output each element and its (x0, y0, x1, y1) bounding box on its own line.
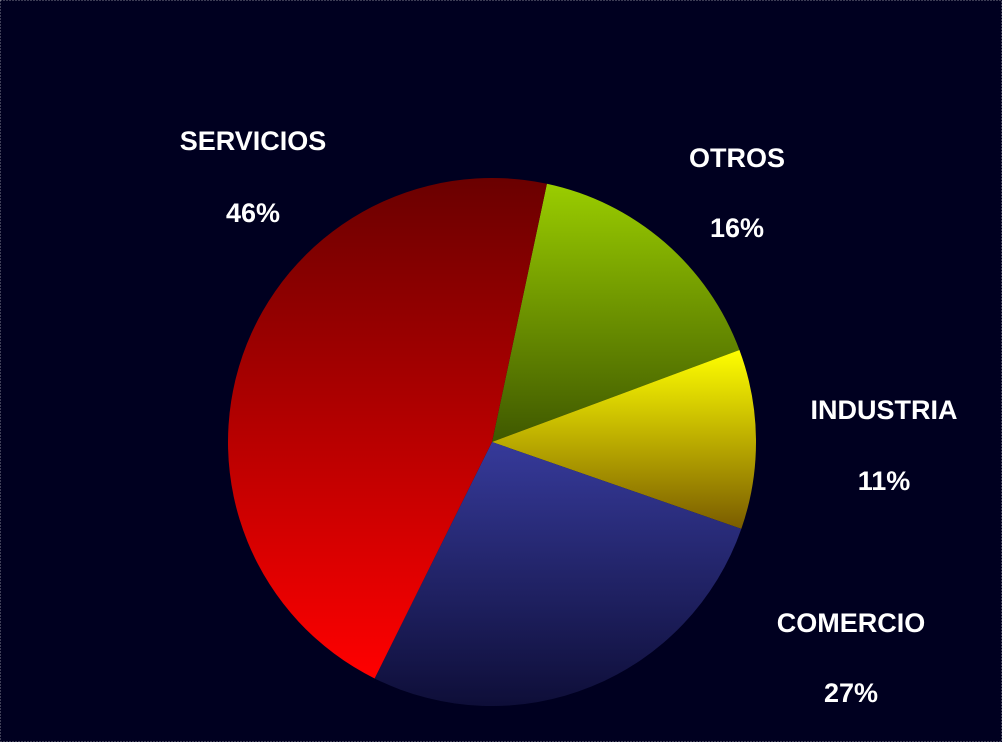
pie-slice (492, 183, 740, 442)
pie-slice (228, 177, 547, 679)
pie-slice (374, 442, 742, 706)
pie-slice (492, 349, 757, 529)
value-label: 16% (710, 213, 764, 243)
slice-label: COMERCIO (777, 608, 926, 638)
slice-label: INDUSTRIA (811, 395, 958, 425)
slice-label: SERVICIOS (180, 126, 327, 156)
value-label: 46% (226, 198, 280, 228)
value-label: 27% (824, 678, 878, 708)
value-label: 11% (858, 466, 911, 496)
slice-label: OTROS (689, 143, 785, 173)
